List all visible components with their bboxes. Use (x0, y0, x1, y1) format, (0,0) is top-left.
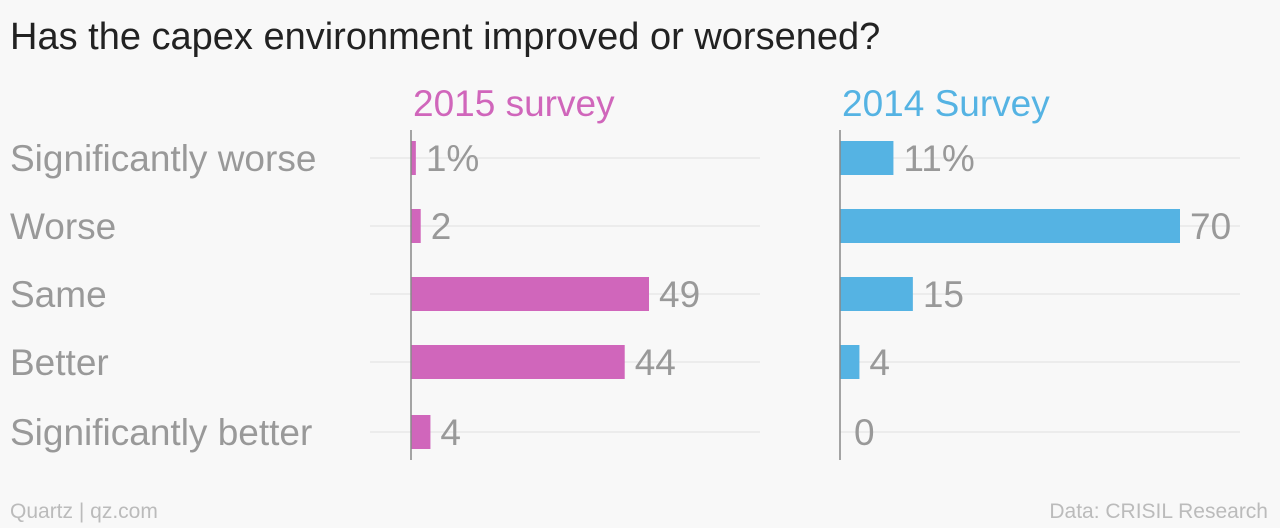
bar (840, 277, 913, 311)
bar (411, 277, 649, 311)
series-title: 2015 survey (413, 83, 615, 124)
bar (840, 209, 1180, 243)
category-label: Significantly worse (10, 138, 316, 179)
bar (840, 141, 894, 175)
category-label: Significantly better (10, 412, 312, 453)
data-label: 70 (1190, 206, 1231, 247)
bar (411, 345, 625, 379)
data-label: 2 (431, 206, 452, 247)
footer-source-right: Data: CRISIL Research (1049, 500, 1268, 523)
data-label: 44 (635, 342, 676, 383)
bar (411, 415, 431, 449)
data-label: 0 (854, 412, 875, 453)
data-label: 4 (440, 412, 461, 453)
bar (840, 345, 860, 379)
bar (411, 141, 416, 175)
category-label: Better (10, 342, 109, 383)
category-label: Worse (10, 206, 116, 247)
footer-source-left[interactable]: Quartz | qz.com (10, 500, 158, 523)
data-label: 49 (659, 274, 700, 315)
category-label: Same (10, 274, 107, 315)
series-title: 2014 Survey (842, 83, 1050, 124)
data-label: 1% (426, 138, 479, 179)
data-label: 11% (903, 138, 974, 179)
data-label: 15 (923, 274, 964, 315)
chart-title: Has the capex environment improved or wo… (10, 16, 881, 58)
data-label: 4 (869, 342, 890, 383)
bar (411, 209, 421, 243)
